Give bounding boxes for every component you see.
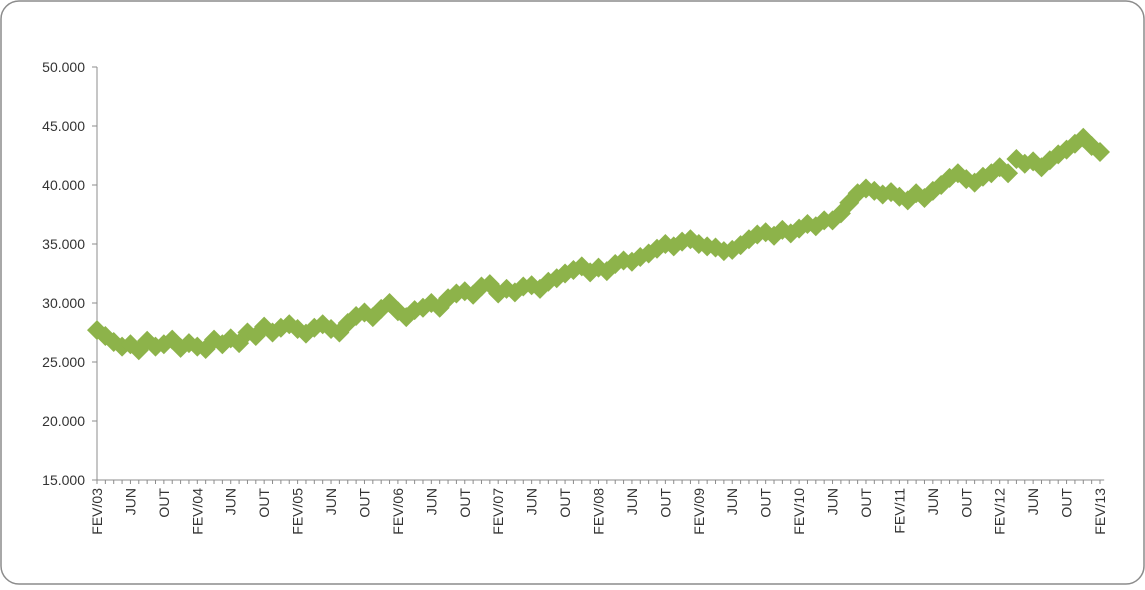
x-tick-label: FEV/08 <box>591 488 607 535</box>
x-tick-label: FEV/13 <box>1092 488 1108 535</box>
x-tick-label: OUT <box>958 488 974 518</box>
diamond-marker <box>496 278 517 299</box>
x-tick-label: JUN <box>925 488 941 515</box>
x-tick-label: OUT <box>156 488 172 518</box>
x-tick-label: OUT <box>457 488 473 518</box>
x-tick-label: FEV/09 <box>691 488 707 535</box>
x-tick-label: JUN <box>122 488 138 515</box>
x-tick-label: JUN <box>323 488 339 515</box>
x-tick-label: JUN <box>223 488 239 515</box>
x-tick-label: OUT <box>356 488 372 518</box>
x-tick-label: FEV/06 <box>390 488 406 535</box>
x-tick-label: FEV/03 <box>89 488 105 535</box>
x-tick-label: OUT <box>858 488 874 518</box>
x-tick-label: JUN <box>524 488 540 515</box>
x-tick-label: OUT <box>557 488 573 518</box>
y-tick-label: 25.000 <box>42 354 85 370</box>
y-tick-label: 50.000 <box>42 59 85 75</box>
x-tick-label: OUT <box>1059 488 1075 518</box>
y-tick-label: 45.000 <box>42 118 85 134</box>
x-tick-label: OUT <box>758 488 774 518</box>
x-tick-label: FEV/12 <box>992 488 1008 535</box>
diamond-marker <box>998 163 1019 184</box>
x-tick-label: FEV/04 <box>189 488 205 535</box>
y-tick-label: 35.000 <box>42 236 85 252</box>
x-tick-label: JUN <box>1025 488 1041 515</box>
x-tick-label: JUN <box>423 488 439 515</box>
y-tick-label: 30.000 <box>42 295 85 311</box>
x-tick-label: FEV/11 <box>891 488 907 534</box>
diamond-marker <box>1090 141 1110 162</box>
x-tick-label: OUT <box>256 488 272 518</box>
y-tick-label: 20.000 <box>42 413 85 429</box>
x-tick-label: FEV/05 <box>290 488 306 535</box>
y-tick-label: 40.000 <box>42 177 85 193</box>
diamond-marker <box>237 322 258 343</box>
x-tick-label: JUN <box>624 488 640 515</box>
x-tick-label: JUN <box>825 488 841 515</box>
x-tick-label: OUT <box>657 488 673 518</box>
y-tick-label: 15.000 <box>42 472 85 488</box>
diamond-marker <box>705 237 726 258</box>
diamond-marker <box>630 246 651 267</box>
x-tick-label: FEV/10 <box>791 488 807 535</box>
x-tick-label: FEV/07 <box>490 488 506 535</box>
x-tick-label: JUN <box>724 488 740 515</box>
